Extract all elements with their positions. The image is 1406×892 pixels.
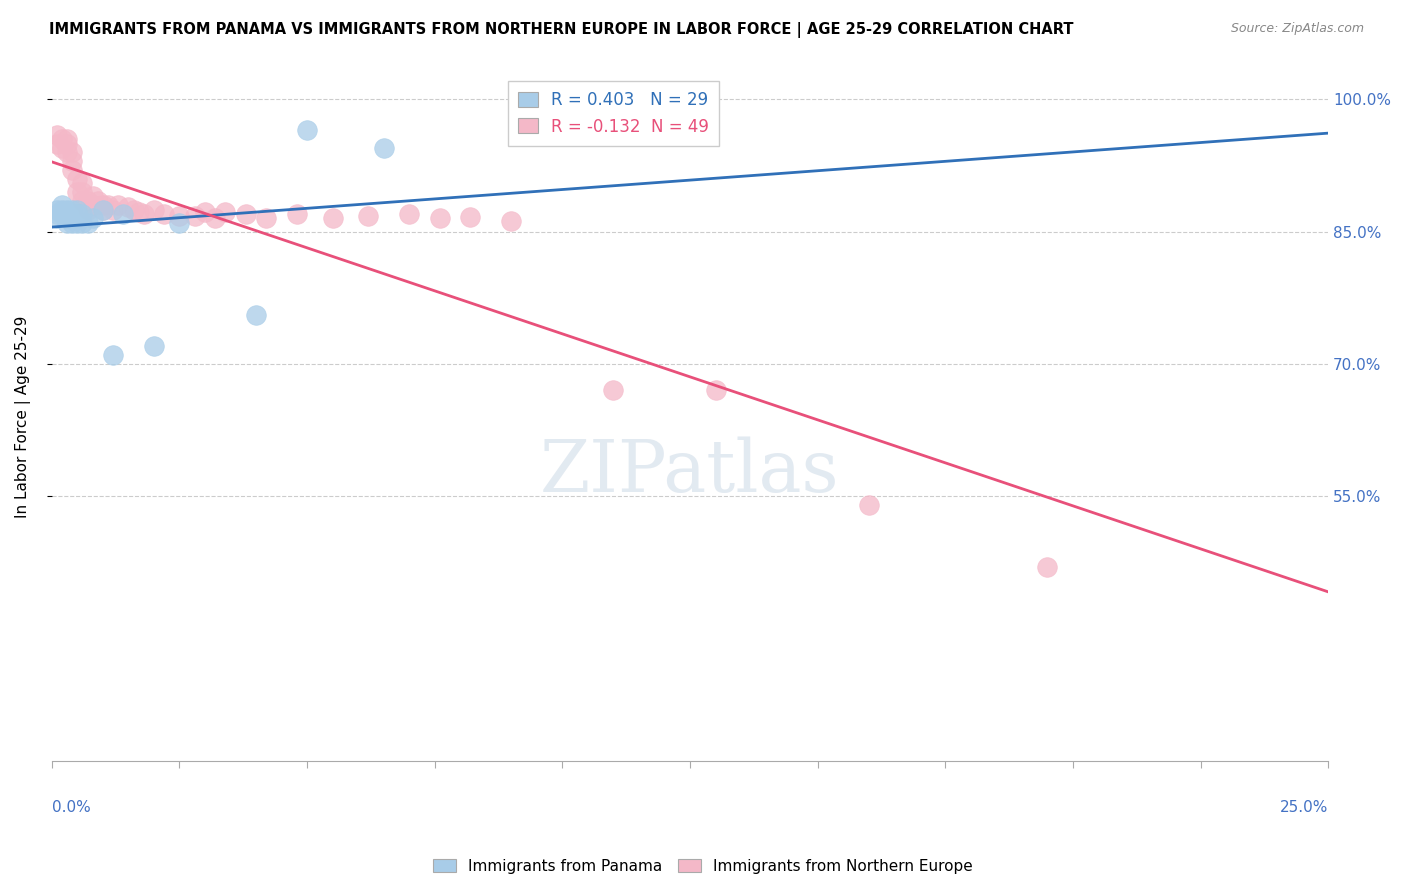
Point <box>285 207 308 221</box>
Point <box>45 128 67 142</box>
Point <box>91 202 114 217</box>
Point <box>107 198 129 212</box>
Point <box>66 216 89 230</box>
Point <box>91 198 114 212</box>
Point <box>184 209 207 223</box>
Point <box>72 185 94 199</box>
Point <box>45 211 67 226</box>
Point <box>72 194 94 208</box>
Point <box>76 216 98 230</box>
Point <box>60 202 83 217</box>
Point <box>82 211 104 226</box>
Point <box>602 384 624 398</box>
Point <box>245 309 267 323</box>
Point <box>169 209 191 223</box>
Point <box>82 189 104 203</box>
Point <box>66 185 89 199</box>
Point <box>51 198 73 212</box>
Point <box>117 200 139 214</box>
Text: ZIPatlas: ZIPatlas <box>540 436 839 508</box>
Point <box>122 202 145 217</box>
Point <box>45 136 67 151</box>
Point <box>322 211 344 226</box>
Point <box>60 163 83 178</box>
Point <box>60 145 83 160</box>
Point <box>142 202 165 217</box>
Point <box>142 339 165 353</box>
Point <box>66 202 89 217</box>
Point <box>72 207 94 221</box>
Legend: Immigrants from Panama, Immigrants from Northern Europe: Immigrants from Panama, Immigrants from … <box>427 853 979 880</box>
Point <box>194 205 217 219</box>
Point <box>45 202 67 217</box>
Point <box>82 198 104 212</box>
Text: 25.0%: 25.0% <box>1279 799 1329 814</box>
Point <box>235 207 257 221</box>
Point <box>429 211 451 226</box>
Legend: R = 0.403   N = 29, R = -0.132  N = 49: R = 0.403 N = 29, R = -0.132 N = 49 <box>508 81 718 145</box>
Text: 0.0%: 0.0% <box>52 799 90 814</box>
Text: IMMIGRANTS FROM PANAMA VS IMMIGRANTS FROM NORTHERN EUROPE IN LABOR FORCE | AGE 2: IMMIGRANTS FROM PANAMA VS IMMIGRANTS FRO… <box>49 22 1074 38</box>
Point <box>112 207 135 221</box>
Point <box>704 384 727 398</box>
Point <box>72 216 94 230</box>
Text: Source: ZipAtlas.com: Source: ZipAtlas.com <box>1230 22 1364 36</box>
Point <box>501 214 523 228</box>
Point <box>1036 559 1059 574</box>
Point <box>60 207 83 221</box>
Point <box>254 211 277 225</box>
Point <box>51 132 73 146</box>
Point <box>56 145 79 160</box>
Point <box>51 141 73 155</box>
Point <box>460 210 482 224</box>
Point <box>60 211 83 226</box>
Point <box>101 202 124 217</box>
Point <box>91 202 114 217</box>
Point <box>56 136 79 151</box>
Point <box>101 348 124 362</box>
Point <box>214 205 236 219</box>
Point <box>128 205 150 219</box>
Point <box>398 207 420 221</box>
Point <box>60 216 83 230</box>
Point <box>56 202 79 217</box>
Point <box>204 211 226 226</box>
Point <box>60 154 83 169</box>
Point <box>45 207 67 221</box>
Point <box>56 211 79 226</box>
Point <box>76 202 98 217</box>
Point <box>56 207 79 221</box>
Point <box>66 171 89 186</box>
Point <box>51 202 73 217</box>
Point <box>87 194 110 208</box>
Point <box>97 198 120 212</box>
Point <box>56 132 79 146</box>
Point <box>373 141 395 155</box>
Point <box>295 123 318 137</box>
Y-axis label: In Labor Force | Age 25-29: In Labor Force | Age 25-29 <box>15 316 31 518</box>
Point <box>169 216 191 230</box>
Point <box>132 207 155 221</box>
Point <box>51 207 73 221</box>
Point <box>72 176 94 190</box>
Point <box>357 209 380 223</box>
Point <box>153 207 176 221</box>
Point <box>56 216 79 230</box>
Point <box>858 498 880 512</box>
Point <box>76 194 98 208</box>
Point <box>66 207 89 221</box>
